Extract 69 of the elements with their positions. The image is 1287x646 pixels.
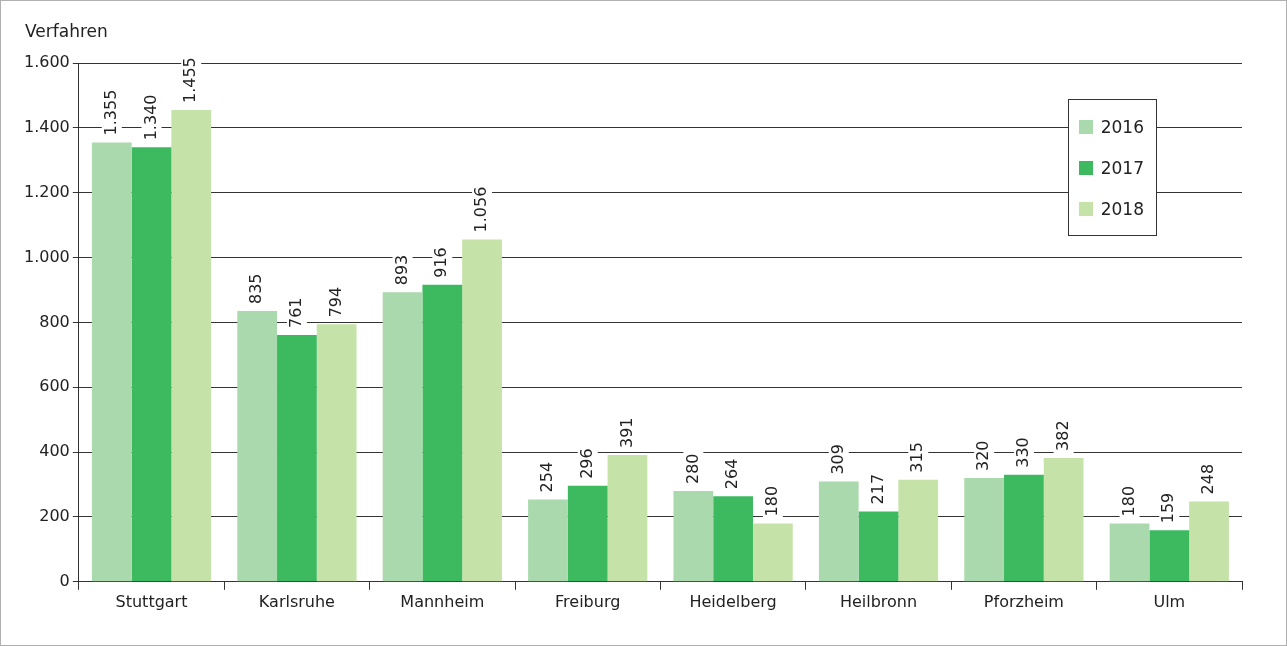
data-label: 309 [827, 444, 847, 475]
y-tick-label: 800 [39, 311, 70, 331]
x-tick-label: Pforzheim [983, 591, 1064, 611]
data-label: 391 [616, 417, 636, 449]
y-tick-label: 600 [39, 376, 70, 396]
bar [964, 478, 1005, 582]
data-label: 320 [973, 440, 993, 472]
bar [131, 147, 172, 582]
bar [567, 485, 608, 582]
data-label: 315 [907, 442, 927, 473]
bar [898, 479, 939, 582]
y-tick-label: 1.400 [23, 117, 70, 137]
x-tick-label: Heilbronn [839, 591, 918, 611]
bar [818, 481, 859, 582]
x-tick-label: Freiburg [555, 591, 621, 611]
bar [607, 455, 648, 582]
data-label: 330 [1013, 437, 1033, 468]
data-label: 264 [722, 458, 742, 490]
bar [673, 491, 714, 582]
data-label: 248 [1198, 463, 1218, 495]
data-label: 280 [682, 453, 702, 485]
data-label: 159 [1158, 492, 1178, 524]
data-label: 761 [286, 297, 306, 329]
data-label: 296 [576, 448, 596, 479]
y-axis-title: Verfahren [25, 21, 108, 41]
bar [316, 324, 357, 582]
legend-label: 2016 [1100, 116, 1144, 137]
x-tick-label: Mannheim [400, 591, 485, 611]
bar [422, 284, 463, 582]
legend-label: 2017 [1100, 157, 1144, 178]
x-tick-label: Ulm [1153, 591, 1186, 611]
data-label: 382 [1052, 420, 1072, 451]
bar [752, 523, 793, 582]
bar [237, 311, 278, 582]
x-tick-label: Stuttgart [115, 591, 188, 611]
y-tick-label: 1.000 [23, 246, 70, 266]
data-label: 1.455 [180, 57, 200, 104]
data-label: 180 [762, 485, 781, 517]
bar [171, 110, 212, 582]
y-tick-label: 0 [59, 570, 70, 590]
bar [528, 499, 568, 582]
bar [1189, 501, 1229, 582]
bar [713, 496, 753, 582]
data-label: 1.056 [471, 186, 491, 233]
bar [1004, 474, 1044, 582]
y-tick-label: 1.200 [23, 181, 70, 201]
data-label: 254 [537, 461, 557, 493]
bar [1149, 530, 1190, 582]
data-label: 180 [1118, 485, 1138, 517]
bar [1109, 523, 1150, 582]
data-label: 217 [867, 473, 887, 505]
y-tick-label: 200 [39, 506, 70, 526]
y-tick-label: 1.600 [23, 52, 70, 72]
data-label: 1.340 [140, 94, 160, 141]
bar [462, 239, 502, 582]
bar [382, 292, 423, 582]
bar [1043, 457, 1084, 582]
bar [91, 142, 132, 582]
data-label: 794 [325, 286, 345, 318]
data-label: 1.355 [100, 89, 120, 136]
data-label: 893 [391, 254, 411, 286]
data-label: 835 [246, 273, 266, 305]
bar [277, 335, 317, 582]
legend-label: 2018 [1100, 198, 1144, 219]
data-label: 916 [431, 247, 451, 278]
bar [858, 511, 899, 582]
y-tick-label: 400 [39, 441, 70, 461]
x-tick-label: Karlsruhe [258, 591, 335, 611]
x-tick-label: Heidelberg [689, 591, 777, 611]
